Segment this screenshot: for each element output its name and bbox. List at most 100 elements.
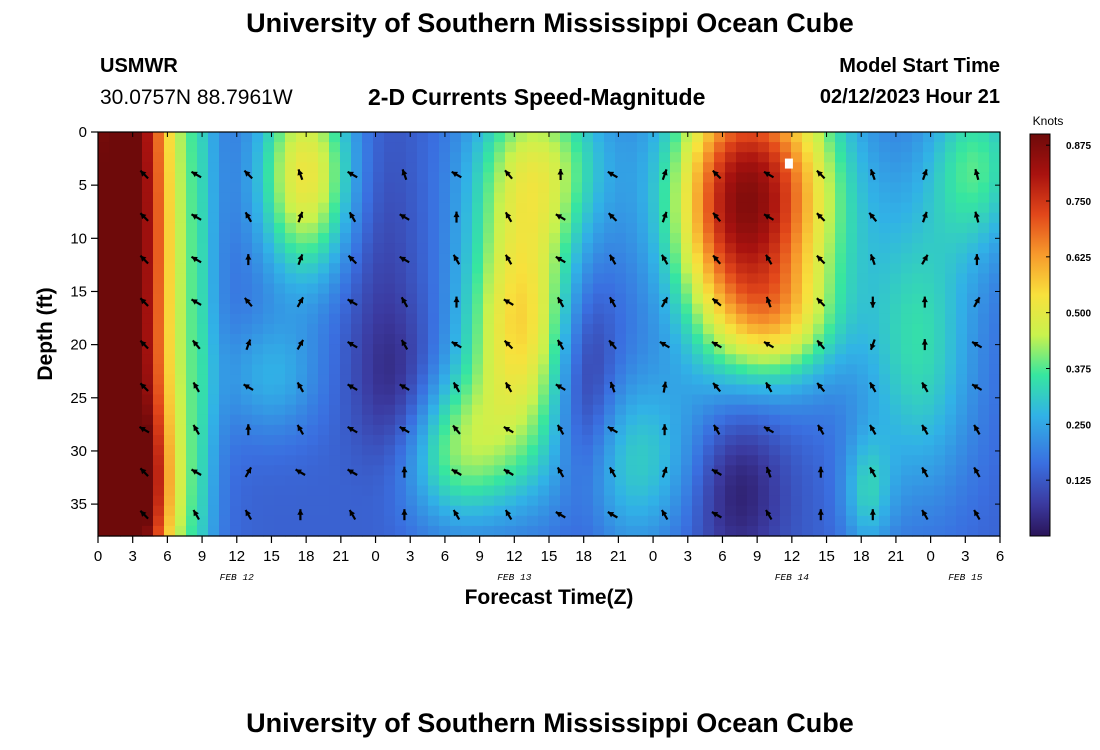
heatmap-cell: [692, 293, 704, 305]
heatmap-cell: [142, 202, 154, 214]
heatmap-cell: [142, 273, 154, 285]
heatmap-cell: [428, 132, 440, 143]
heatmap-cell: [813, 152, 825, 163]
heatmap-cell: [868, 354, 880, 365]
heatmap-cell: [648, 364, 660, 375]
heatmap-cell: [659, 495, 671, 507]
heatmap-cell: [186, 313, 198, 325]
heatmap-cell: [560, 293, 572, 305]
heatmap-cell: [846, 222, 858, 234]
heatmap-cell: [637, 303, 649, 315]
colorbar-tick-label: 0.750: [1066, 197, 1091, 208]
heatmap-cell: [923, 233, 935, 244]
heatmap-cell: [813, 323, 825, 335]
heatmap-cell: [164, 485, 176, 497]
heatmap-cell: [967, 233, 979, 244]
heatmap-cell: [692, 313, 704, 325]
heatmap-cell: [692, 364, 704, 375]
heatmap-cell: [153, 364, 165, 375]
heatmap-cell: [164, 222, 176, 234]
heatmap-cell: [582, 313, 594, 325]
heatmap-cell: [131, 192, 143, 204]
heatmap-cell: [329, 455, 341, 466]
heatmap-cell: [659, 162, 671, 173]
heatmap-cell: [813, 263, 825, 274]
heatmap-cell: [945, 495, 957, 507]
heatmap-cell: [538, 344, 550, 355]
heatmap-cell: [384, 172, 396, 184]
heatmap-cell: [648, 202, 660, 214]
heatmap-cell: [340, 273, 352, 285]
current-vector: [608, 339, 617, 350]
heatmap-cell: [604, 283, 616, 295]
heatmap-cell: [516, 364, 528, 375]
heatmap-cell: [384, 404, 396, 416]
heatmap-cell: [483, 283, 495, 295]
heatmap-cell: [494, 505, 506, 517]
heatmap-cell: [681, 192, 693, 204]
heatmap-cell: [736, 495, 748, 507]
heatmap-cell: [703, 132, 715, 143]
heatmap-cell: [109, 253, 121, 264]
current-vector: [816, 297, 826, 307]
heatmap-cell: [703, 455, 715, 466]
heatmap-cell: [428, 384, 440, 396]
heatmap-cell: [461, 192, 473, 204]
heatmap-cell: [659, 142, 671, 153]
heatmap-cell: [824, 192, 836, 204]
heatmap-cell: [219, 515, 231, 527]
heatmap-cell: [747, 152, 759, 163]
heatmap-cell: [351, 424, 363, 436]
heatmap-cell: [780, 253, 792, 264]
heatmap-cell: [318, 495, 330, 507]
current-speed-chart: 0 3 6 9 12 15 18 21 0 3 6 9 12 15 18 21 0 3 6 9 12 15 18 21 0 3 6F…: [34, 114, 1091, 609]
x-tick-label: 3: [406, 548, 414, 565]
heatmap-cell: [164, 142, 176, 153]
heatmap-cell: [824, 172, 836, 184]
heatmap-cell: [439, 465, 451, 476]
heatmap-cell: [208, 152, 220, 163]
heatmap-cell: [670, 172, 682, 184]
heatmap-cell: [945, 445, 957, 456]
heatmap-cell: [505, 445, 517, 456]
current-vector: [452, 381, 461, 393]
heatmap-cell: [527, 313, 539, 325]
heatmap-cell: [626, 445, 638, 456]
heatmap-cell: [637, 354, 649, 365]
heatmap-cell: [252, 485, 264, 497]
heatmap-cell: [472, 182, 484, 194]
heatmap-cell: [571, 323, 583, 335]
heatmap-cell: [681, 172, 693, 184]
heatmap-cell: [813, 182, 825, 194]
current-vector: [139, 382, 149, 392]
heatmap-cell: [208, 303, 220, 315]
heatmap-cell: [153, 485, 165, 497]
heatmap-cell: [274, 445, 286, 456]
heatmap-cell: [241, 142, 253, 153]
heatmap-cell: [923, 515, 935, 527]
heatmap-cell: [153, 495, 165, 507]
heatmap-cell: [186, 525, 198, 537]
heatmap-cell: [384, 374, 396, 386]
heatmap-cell: [747, 303, 759, 315]
heatmap-cell: [120, 374, 132, 386]
heatmap-cell: [307, 445, 319, 456]
heatmap-cell: [208, 222, 220, 234]
max-marker: [784, 158, 793, 169]
heatmap-cell: [648, 182, 660, 194]
heatmap-cell: [824, 303, 836, 315]
heatmap-cell: [615, 465, 627, 476]
heatmap-cell: [472, 374, 484, 386]
heatmap-cell: [571, 495, 583, 507]
heatmap-cell: [945, 424, 957, 436]
heatmap-cell: [505, 303, 517, 315]
heatmap-cell: [593, 515, 605, 527]
heatmap-cell: [989, 283, 1001, 295]
heatmap-cell: [923, 303, 935, 315]
heatmap-cell: [714, 525, 726, 537]
heatmap-cell: [978, 313, 990, 325]
heatmap-cell: [472, 435, 484, 446]
heatmap-cell: [703, 233, 715, 244]
heatmap-cell: [472, 384, 484, 396]
heatmap-cell: [934, 283, 946, 295]
